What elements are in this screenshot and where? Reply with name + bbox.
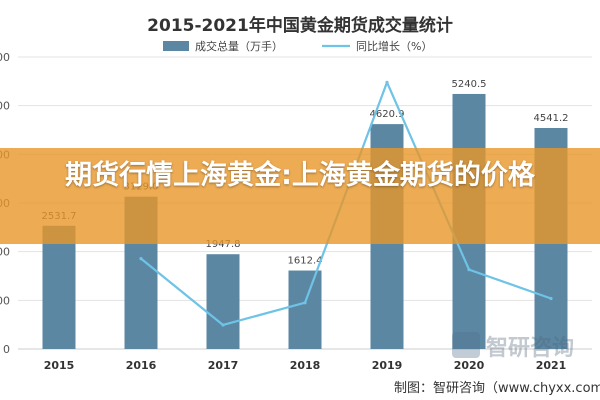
x-tick-label: 2018	[290, 359, 321, 372]
line-point	[385, 80, 389, 84]
watermark-text: 智研咨询	[486, 336, 575, 361]
bar	[42, 225, 76, 349]
line-point	[549, 296, 553, 301]
watermark-logo-icon	[452, 332, 480, 358]
y-tick-label: 5000	[0, 100, 10, 113]
x-tick-label: 2017	[208, 359, 239, 372]
y-tick-label: 2000	[0, 246, 10, 259]
legend-bar-label: 成交总量（万手）	[195, 39, 283, 53]
legend-bar-swatch	[163, 41, 189, 51]
line-point	[303, 301, 307, 305]
x-tick-label: 2016	[126, 359, 157, 372]
legend-line-label: 同比增长（%）	[356, 39, 432, 53]
line-point	[467, 268, 471, 272]
bar-data-label: 1947.8	[206, 239, 241, 250]
bar-data-label: 1612.4	[288, 256, 323, 267]
bar-data-label: 4541.2	[534, 113, 569, 124]
x-axis: 2015 2016 2017 2018 2019 2020 2021	[44, 359, 567, 372]
y-tick-label: 0	[3, 343, 10, 356]
line-point	[139, 256, 143, 261]
line-point	[221, 323, 225, 327]
bar-data-label: 4620.9	[370, 109, 405, 120]
bar	[288, 270, 322, 349]
y-tick-label: 6000	[0, 51, 10, 64]
chart-title: 2015-2021年中国黄金期货成交量统计	[147, 15, 453, 36]
x-tick-label: 2015	[44, 359, 75, 372]
x-tick-label: 2021	[536, 359, 567, 372]
bar	[206, 254, 240, 349]
y-tick-label: 1000	[0, 294, 10, 307]
chart-legend: 成交总量（万手） 同比增长（%）	[163, 39, 432, 53]
x-tick-label: 2019	[372, 359, 403, 372]
overlay-banner	[0, 148, 600, 244]
x-tick-label: 2020	[454, 359, 485, 372]
watermark: 智研咨询	[452, 330, 600, 361]
source-caption: 制图：智研咨询（www.chyxx.com）	[394, 381, 600, 396]
banner-title: 期货行情上海黄金:上海黄金期货的价格	[65, 160, 535, 191]
bar-data-label: 5240.5	[452, 79, 487, 90]
